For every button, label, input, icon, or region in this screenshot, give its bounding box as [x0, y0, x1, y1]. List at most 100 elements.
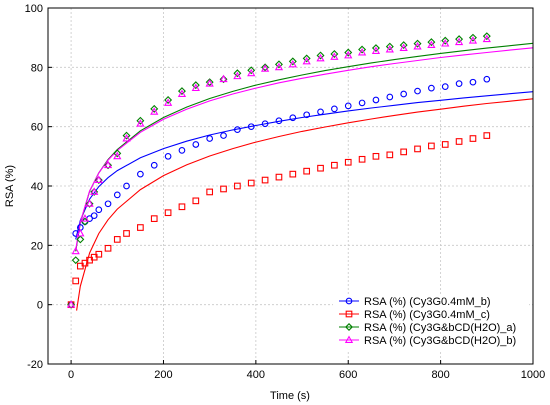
- data-point-series-2: [206, 188, 214, 196]
- data-point-series-2: [104, 244, 112, 252]
- data-point-series-4: [427, 40, 436, 49]
- data-point-series-1: [428, 84, 435, 92]
- y-axis-ticks: -20 0 20 40 60 80 100: [25, 3, 52, 371]
- data-point-series-4: [76, 228, 85, 237]
- data-point-series-1: [344, 102, 352, 110]
- data-point-series-1: [469, 78, 477, 86]
- data-point-series-1: [220, 132, 227, 139]
- legend-label-1: RSA (%) (Cy3G0.4mM_b): [364, 296, 491, 308]
- data-point-series-2: [289, 170, 297, 178]
- data-point-series-1: [372, 96, 380, 104]
- data-point-series-1: [358, 99, 366, 107]
- y-tick-label: 80: [31, 62, 43, 74]
- y-tick-label: 0: [37, 300, 43, 312]
- x-axis-label: Time (s): [270, 390, 310, 402]
- data-point-series-3: [177, 87, 186, 96]
- data-point-series-2: [428, 142, 435, 150]
- data-point-series-4: [71, 246, 80, 255]
- data-point-series-3: [468, 33, 477, 42]
- data-point-series-3: [136, 116, 145, 125]
- data-point-series-1: [289, 114, 297, 122]
- data-point-series-4: [191, 83, 200, 92]
- data-point-series-2: [455, 138, 463, 145]
- data-point-series-4: [122, 133, 131, 142]
- data-point-series-2: [275, 173, 283, 181]
- data-point-series-1: [90, 212, 98, 220]
- data-point-series-3: [455, 35, 464, 44]
- data-point-series-4: [357, 47, 367, 56]
- data-point-series-1: [95, 206, 103, 214]
- data-point-series-4: [136, 119, 145, 127]
- y-axis-label: RSA (%): [4, 165, 16, 207]
- data-point-series-3: [441, 36, 450, 45]
- data-point-series-2: [344, 158, 352, 166]
- data-point-series-1: [317, 108, 324, 116]
- data-point-series-4: [150, 107, 159, 115]
- y-tick-label: 60: [31, 122, 43, 134]
- data-point-series-2: [358, 155, 366, 163]
- data-point-series-1: [164, 152, 172, 160]
- data-point-series-1: [206, 135, 214, 142]
- data-point-series-3: [344, 48, 353, 57]
- data-point-series-2: [192, 197, 200, 205]
- y-tick-label: 100: [25, 3, 43, 15]
- legend-box: [333, 294, 529, 350]
- data-point-series-4: [330, 52, 339, 60]
- data-point-series-4: [90, 187, 99, 195]
- data-point-series-4: [385, 44, 394, 53]
- data-point-series-1: [192, 141, 200, 148]
- data-point-series-2: [261, 176, 269, 184]
- y-tick-label: 20: [31, 240, 43, 252]
- data-point-series-3: [274, 60, 283, 69]
- legend-marker-2: [345, 310, 353, 318]
- data-point-series-3: [413, 39, 422, 48]
- data-point-series-1: [386, 93, 394, 101]
- data-point-series-1: [123, 182, 130, 190]
- data-point-series-1: [414, 87, 421, 95]
- data-point-series-1: [303, 111, 311, 119]
- data-point-series-4: [399, 43, 408, 52]
- data-point-series-3: [302, 54, 311, 63]
- x-axis-ticks: 0 200 400 600 800 1000: [68, 360, 545, 381]
- data-point-series-1: [441, 83, 449, 90]
- data-point-series-1: [137, 170, 144, 178]
- data-point-series-3: [113, 149, 122, 158]
- data-point-series-4: [302, 56, 311, 65]
- data-point-series-4: [260, 64, 270, 72]
- data-point-series-3: [358, 45, 367, 54]
- data-point-series-1: [104, 200, 112, 208]
- data-point-series-4: [177, 89, 187, 97]
- x-tick-label: 1000: [521, 369, 545, 381]
- data-point-series-3: [385, 42, 394, 51]
- legend-marker-1: [345, 297, 353, 305]
- data-point-series-2: [441, 141, 449, 148]
- data-point-series-4: [80, 214, 90, 222]
- data-point-series-3: [90, 187, 99, 196]
- data-point-series-1: [178, 147, 186, 154]
- data-point-series-3: [104, 161, 113, 170]
- data-point-series-2: [113, 236, 121, 243]
- legend-label-2: RSA (%) (Cy3G0.4mM_c): [364, 309, 490, 321]
- data-point-series-1: [150, 161, 158, 169]
- data-point-series-1: [483, 75, 491, 83]
- data-point-series-1: [400, 90, 408, 98]
- data-point-series-3: [94, 176, 103, 185]
- data-point-series-3: [316, 51, 325, 60]
- legend-marker-3: [345, 323, 353, 331]
- data-point-series-3: [247, 66, 256, 75]
- data-point-series-3: [261, 63, 270, 72]
- data-point-series-4: [113, 151, 122, 160]
- data-point-series-2: [123, 230, 130, 237]
- data-point-series-4: [247, 68, 256, 77]
- data-point-series-2: [303, 167, 311, 175]
- data-point-series-4: [344, 50, 353, 59]
- x-tick-label: 200: [154, 369, 172, 381]
- data-point-series-1: [331, 105, 338, 113]
- data-point-series-1: [247, 123, 255, 131]
- data-point-series-2: [386, 151, 394, 159]
- data-point-series-3: [288, 57, 297, 66]
- data-point-series-4: [205, 79, 214, 87]
- data-point-series-2: [317, 164, 324, 172]
- data-point-series-3: [67, 300, 76, 309]
- data-point-series-3: [427, 38, 436, 47]
